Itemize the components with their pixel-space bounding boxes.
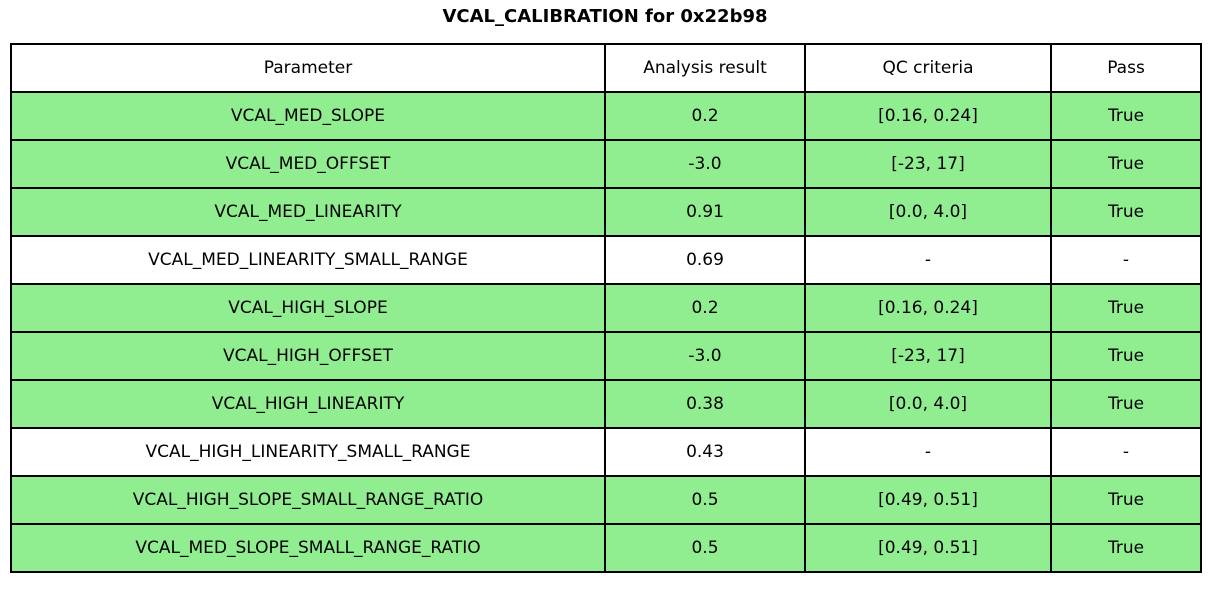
cell-analysis-result: -3.0 bbox=[604, 139, 806, 189]
cell-qc-criteria: [0.16, 0.24] bbox=[804, 91, 1052, 141]
figure-title: VCAL_CALIBRATION for 0x22b98 bbox=[442, 6, 768, 27]
cell-parameter: VCAL_HIGH_SLOPE_SMALL_RANGE_RATIO bbox=[10, 475, 606, 525]
table-row: VCAL_MED_LINEARITY 0.91 [0.0, 4.0] True bbox=[10, 187, 1202, 237]
table-row: VCAL_HIGH_SLOPE 0.2 [0.16, 0.24] True bbox=[10, 283, 1202, 333]
cell-qc-criteria: - bbox=[804, 235, 1052, 285]
cell-analysis-result: 0.2 bbox=[604, 91, 806, 141]
cell-qc-criteria: [0.49, 0.51] bbox=[804, 475, 1052, 525]
cell-pass: True bbox=[1050, 187, 1202, 237]
column-header-parameter: Parameter bbox=[10, 43, 606, 93]
cell-parameter: VCAL_MED_OFFSET bbox=[10, 139, 606, 189]
cell-analysis-result: 0.2 bbox=[604, 283, 806, 333]
cell-qc-criteria: - bbox=[804, 427, 1052, 477]
cell-pass: True bbox=[1050, 475, 1202, 525]
table-row: VCAL_HIGH_LINEARITY 0.38 [0.0, 4.0] True bbox=[10, 379, 1202, 429]
table-row: VCAL_HIGH_SLOPE_SMALL_RANGE_RATIO 0.5 [0… bbox=[10, 475, 1202, 525]
table-row: VCAL_MED_LINEARITY_SMALL_RANGE 0.69 - - bbox=[10, 235, 1202, 285]
cell-parameter: VCAL_MED_SLOPE_SMALL_RANGE_RATIO bbox=[10, 523, 606, 573]
column-header-analysis-result: Analysis result bbox=[604, 43, 806, 93]
cell-pass: True bbox=[1050, 523, 1202, 573]
qc-results-table: Parameter Analysis result QC criteria Pa… bbox=[10, 43, 1202, 573]
cell-parameter: VCAL_HIGH_LINEARITY bbox=[10, 379, 606, 429]
cell-parameter: VCAL_HIGH_LINEARITY_SMALL_RANGE bbox=[10, 427, 606, 477]
cell-analysis-result: 0.38 bbox=[604, 379, 806, 429]
table-row: VCAL_HIGH_OFFSET -3.0 [-23, 17] True bbox=[10, 331, 1202, 381]
cell-parameter: VCAL_MED_SLOPE bbox=[10, 91, 606, 141]
table-row: VCAL_MED_SLOPE 0.2 [0.16, 0.24] True bbox=[10, 91, 1202, 141]
cell-pass: True bbox=[1050, 379, 1202, 429]
cell-pass: True bbox=[1050, 331, 1202, 381]
cell-qc-criteria: [0.16, 0.24] bbox=[804, 283, 1052, 333]
cell-qc-criteria: [0.49, 0.51] bbox=[804, 523, 1052, 573]
cell-qc-criteria: [0.0, 4.0] bbox=[804, 187, 1052, 237]
cell-pass: True bbox=[1050, 283, 1202, 333]
cell-analysis-result: 0.43 bbox=[604, 427, 806, 477]
cell-qc-criteria: [0.0, 4.0] bbox=[804, 379, 1052, 429]
column-header-pass: Pass bbox=[1050, 43, 1202, 93]
cell-analysis-result: 0.69 bbox=[604, 235, 806, 285]
cell-pass: True bbox=[1050, 91, 1202, 141]
cell-pass: - bbox=[1050, 235, 1202, 285]
cell-analysis-result: 0.5 bbox=[604, 475, 806, 525]
cell-parameter: VCAL_MED_LINEARITY bbox=[10, 187, 606, 237]
column-header-qc-criteria: QC criteria bbox=[804, 43, 1052, 93]
table-row: VCAL_MED_SLOPE_SMALL_RANGE_RATIO 0.5 [0.… bbox=[10, 523, 1202, 573]
cell-parameter: VCAL_HIGH_OFFSET bbox=[10, 331, 606, 381]
cell-qc-criteria: [-23, 17] bbox=[804, 331, 1052, 381]
cell-qc-criteria: [-23, 17] bbox=[804, 139, 1052, 189]
cell-parameter: VCAL_MED_LINEARITY_SMALL_RANGE bbox=[10, 235, 606, 285]
cell-analysis-result: 0.5 bbox=[604, 523, 806, 573]
table-row: VCAL_HIGH_LINEARITY_SMALL_RANGE 0.43 - - bbox=[10, 427, 1202, 477]
cell-analysis-result: -3.0 bbox=[604, 331, 806, 381]
cell-analysis-result: 0.91 bbox=[604, 187, 806, 237]
table-row: VCAL_MED_OFFSET -3.0 [-23, 17] True bbox=[10, 139, 1202, 189]
cell-pass: - bbox=[1050, 427, 1202, 477]
header-row: Parameter Analysis result QC criteria Pa… bbox=[10, 43, 1202, 93]
cell-pass: True bbox=[1050, 139, 1202, 189]
cell-parameter: VCAL_HIGH_SLOPE bbox=[10, 283, 606, 333]
